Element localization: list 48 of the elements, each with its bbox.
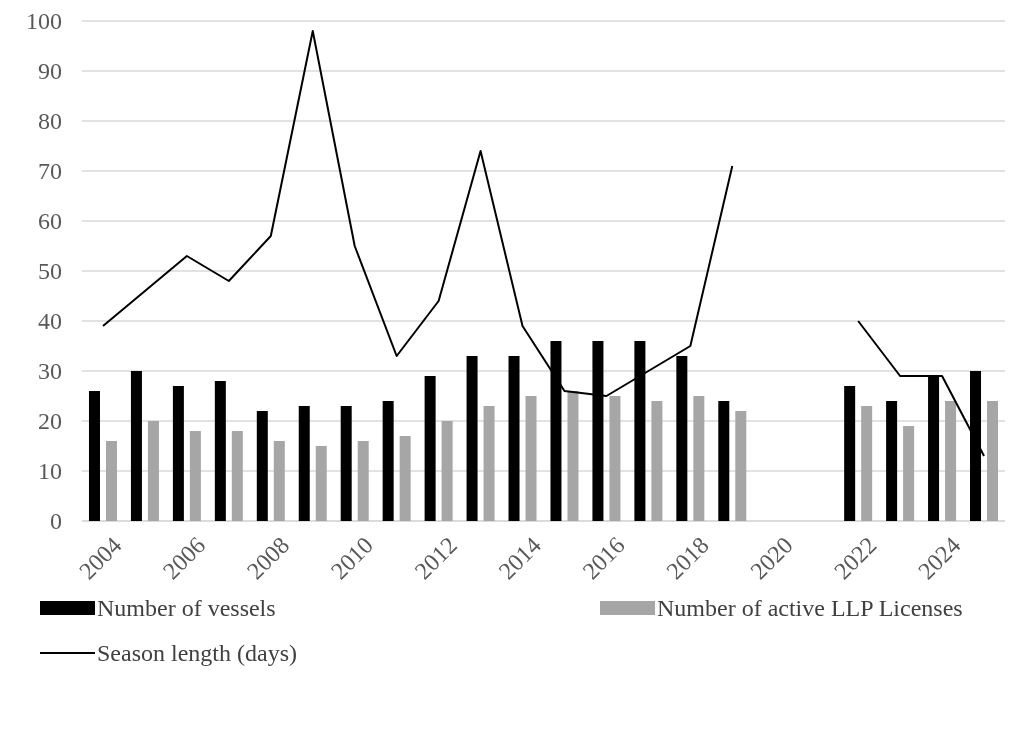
y-tick-label: 30 xyxy=(38,358,62,385)
bar xyxy=(567,391,579,521)
bar xyxy=(903,426,915,521)
bar xyxy=(945,401,957,521)
bar xyxy=(315,446,327,521)
bar xyxy=(525,396,537,521)
bar xyxy=(189,431,201,521)
y-tick-label: 90 xyxy=(38,58,62,85)
bar xyxy=(844,386,856,521)
bar xyxy=(483,406,495,521)
bar xyxy=(231,431,243,521)
y-tick-label: 10 xyxy=(38,458,62,485)
y-tick-label: 60 xyxy=(38,208,62,235)
bar xyxy=(382,401,394,521)
y-tick-label: 50 xyxy=(38,258,62,285)
bar xyxy=(861,406,873,521)
bar xyxy=(718,401,730,521)
bar xyxy=(340,406,352,521)
bar xyxy=(273,441,285,521)
bar xyxy=(508,356,520,521)
bar xyxy=(256,411,268,521)
bar xyxy=(357,441,369,521)
bar xyxy=(214,381,226,521)
bar xyxy=(298,406,310,521)
bar xyxy=(88,391,100,521)
bar xyxy=(466,356,478,521)
legend-label: Number of vessels xyxy=(97,595,276,622)
bar xyxy=(105,441,117,521)
bar xyxy=(424,376,436,521)
y-tick-label: 0 xyxy=(50,508,62,535)
bar xyxy=(130,371,142,521)
y-tick-label: 100 xyxy=(26,8,62,35)
bar xyxy=(609,396,621,521)
bar xyxy=(886,401,898,521)
y-tick-label: 40 xyxy=(38,308,62,335)
bar xyxy=(987,401,999,521)
legend-label: Number of active LLP Licenses xyxy=(657,595,963,622)
bar xyxy=(147,421,159,521)
y-tick-label: 70 xyxy=(38,158,62,185)
bar xyxy=(441,421,453,521)
bar xyxy=(651,401,663,521)
y-tick-label: 20 xyxy=(38,408,62,435)
y-tick-label: 80 xyxy=(38,108,62,135)
legend-label: Season length (days) xyxy=(97,640,297,667)
bar xyxy=(735,411,747,521)
bar xyxy=(693,396,705,521)
bar xyxy=(399,436,411,521)
bar xyxy=(172,386,184,521)
